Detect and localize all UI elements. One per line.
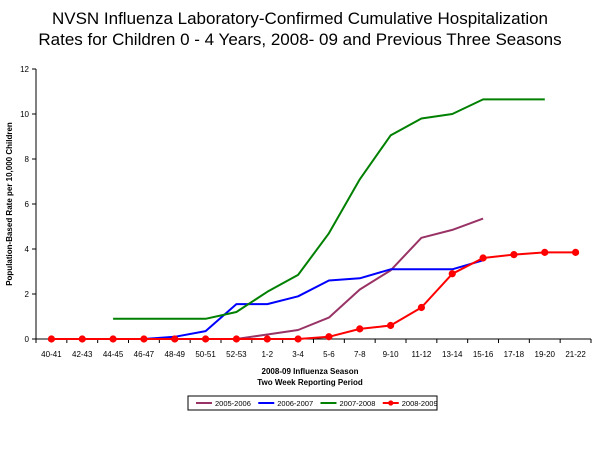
x-tick-label: 52-53 [226,350,247,359]
y-tick-label: 2 [25,290,30,299]
x-tick-label: 15-16 [473,350,494,359]
y-tick-label: 6 [25,200,30,209]
x-tick-label: 40-41 [41,350,62,359]
series-point-2008-2009 [294,335,302,343]
series-line-2006-2007 [143,259,484,340]
series-line-2005-2006 [174,217,484,340]
x-axis-label-line-2: Two Week Reporting Period [257,378,363,387]
x-tick-label: 48-49 [165,350,186,359]
series-line-2008-2009 [51,251,576,340]
series-point-2008-2009 [448,270,456,278]
x-axis-label-line-1: 2008-09 Influenza Season [262,367,359,376]
series-point-2008-2009 [140,335,148,343]
y-tick-label: 4 [25,245,30,254]
legend: 2005-2006 2006-2007 2007-2008 2008-2009 [187,395,438,411]
x-tick-label: 50-51 [195,350,216,359]
series-point-2008-2009 [386,321,395,330]
series-point-2008-2009 [201,335,210,343]
legend-label-2008-2009: 2008-2009 [402,399,438,408]
series-point-2008-2009 [325,333,333,341]
x-tick-label: 11-12 [411,350,431,359]
y-tick-label: 10 [20,110,29,119]
legend-box [187,395,438,411]
x-tick-label: 5-6 [323,350,335,359]
x-tick-label: 7-8 [354,350,366,359]
x-tick-label: 1-2 [261,350,273,359]
series-point-2008-2009 [571,248,580,256]
series-point-2008-2009 [232,335,241,343]
series-point-2008-2009 [541,248,549,256]
series-point-2008-2009 [417,303,426,312]
x-tick-label: 13-14 [442,350,463,359]
legend-label-2007-2008: 2007-2008 [340,399,376,408]
series-point-2008-2009 [109,335,117,343]
series-point-2008-2009 [78,335,86,343]
y-tick-label: 0 [25,335,30,344]
series-point-2008-2009 [356,325,364,333]
x-tick-label: 3-4 [292,350,304,359]
x-tick-label: 17-18 [504,350,525,359]
legend-label-2005-2006: 2005-2006 [215,399,251,408]
chart-title-line-2: Rates for Children 0 - 4 Years, 2008- 09… [38,30,561,49]
y-tick-label: 8 [25,155,30,164]
x-tick-label: 42-43 [72,350,93,359]
legend-label-2006-2007: 2006-2007 [277,399,313,408]
plot-area: 0 2 4 6 8 10 12 40-41 42-43 44-45 46-47 48-49 50-51 5… [20,65,592,359]
x-tick-label: 9-10 [383,350,400,359]
series-point-2008-2009 [263,335,271,343]
chart-title-line-1: NVSN Influenza Laboratory-Confirmed Cumu… [52,9,548,28]
series-line-2007-2008 [113,98,545,320]
x-tick-label: 19-20 [535,350,556,359]
legend-marker-2008-2009 [388,400,394,406]
x-tick-label: 46-47 [134,350,155,359]
x-tick-label: 21-22 [565,350,586,359]
series-point-2008-2009 [171,335,179,343]
series-point-2008-2009 [510,251,518,259]
y-axis-label: Population-Based Rate per 10,000 Childre… [5,122,14,286]
series-point-2008-2009 [479,254,487,262]
x-tick-label: 44-45 [103,350,124,359]
series-point-2008-2009 [47,335,56,343]
y-tick-label: 12 [20,65,29,74]
